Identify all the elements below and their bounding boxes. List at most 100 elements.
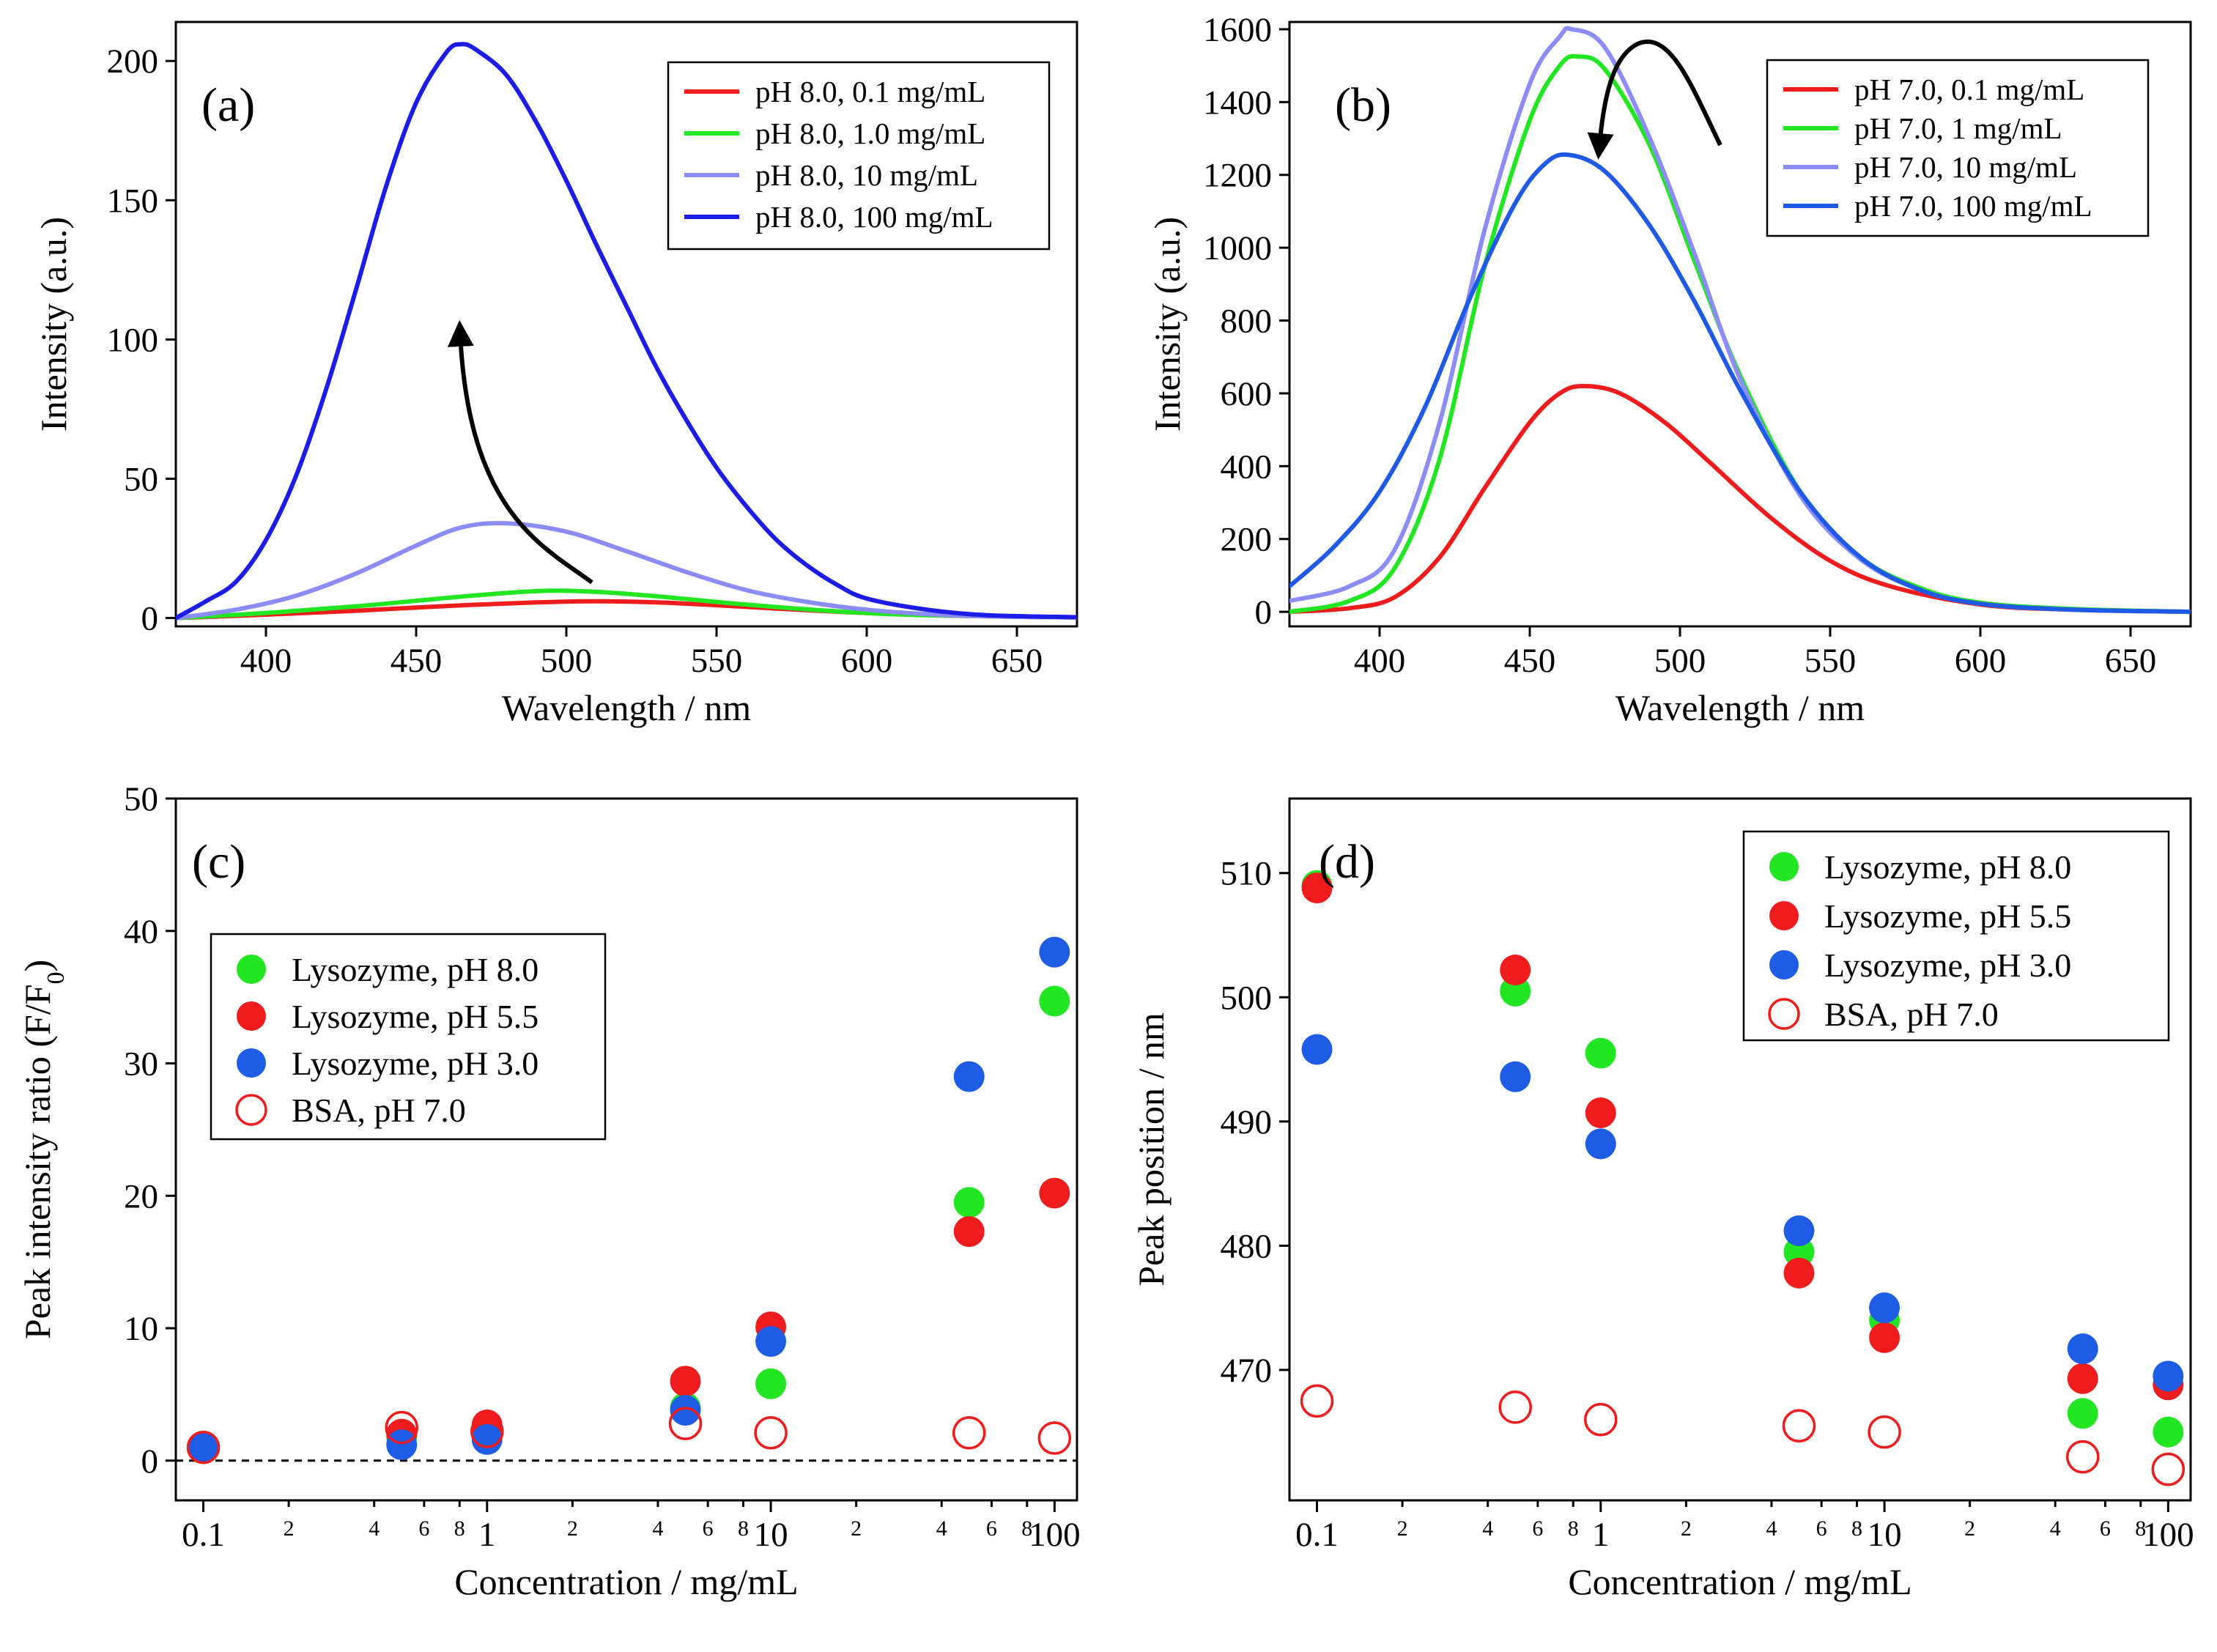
x-minor-tick-label: 4 [1482, 1516, 1493, 1541]
chart-panel-a: 0 50 100 150 200 400 450 500 550 600 650 Wavelength… [33, 21, 1078, 728]
data-point-series-3 [1500, 1061, 1531, 1092]
y-tick-label: 470 [1221, 1352, 1273, 1390]
data-point-series-3 [1869, 1292, 1900, 1324]
data-point-series-3 [2067, 1333, 2098, 1365]
data-point-series-4 [1498, 1390, 1532, 1424]
y-axis-label: Peak intensity ratio (F/F0) [17, 960, 70, 1339]
x-minor-tick-label: 6 [986, 1516, 997, 1541]
data-point-series-2 [670, 1366, 701, 1397]
x-tick-label: 400 [1354, 642, 1406, 680]
x-minor-tick-label: 6 [2100, 1516, 2111, 1541]
legend-label: pH 8.0, 0.1 mg/mL [755, 75, 985, 108]
x-tick-label: 100 [1029, 1516, 1081, 1554]
legend-label: Lysozyme, pH 5.5 [292, 998, 538, 1035]
y-tick-label: 20 [124, 1177, 158, 1215]
data-point-series-3 [1301, 1034, 1333, 1065]
x-tick-label: 400 [240, 642, 292, 680]
data-point-series-3 [471, 1423, 503, 1455]
data-point-series-3 [1585, 1128, 1616, 1160]
y-tick-label: 150 [107, 182, 159, 220]
y-axis-label-text: Intensity (a.u.) [33, 217, 74, 431]
data-point-series-2 [1869, 1322, 1900, 1353]
data-point-series-2 [1039, 1177, 1070, 1209]
legend-label: pH 8.0, 100 mg/mL [755, 200, 993, 234]
data-point-series-4 [754, 1416, 788, 1450]
x-axis-label: Concentration / mg/mL [454, 1561, 798, 1602]
data-point-series-3 [386, 1429, 418, 1461]
y-tick-label: 0 [141, 1442, 159, 1481]
x-minor-tick-label: 4 [1766, 1516, 1777, 1541]
data-point-series-4 [2066, 1440, 2100, 1474]
x-tick-label: 600 [841, 642, 893, 680]
legend-marker [1769, 852, 1799, 881]
series-line-4 [1289, 152, 2191, 615]
x-tick-label: 550 [1805, 642, 1857, 680]
y-tick-label: 500 [1221, 979, 1273, 1017]
x-tick-label: 450 [391, 642, 443, 680]
y-tick-label: 1200 [1203, 157, 1272, 195]
legend-marker [1768, 998, 1800, 1030]
y-tick-label: 480 [1221, 1227, 1273, 1265]
panel-label: (d) [1319, 835, 1375, 889]
y-tick-label: 200 [1221, 521, 1273, 559]
y-tick-label: 30 [124, 1045, 158, 1084]
data-point-series-2 [1585, 1097, 1616, 1128]
x-tick-label: 450 [1504, 642, 1556, 680]
legend-marker [237, 1048, 266, 1078]
trend-arrow [447, 320, 593, 585]
legend-marker [237, 1001, 266, 1031]
x-tick-label: 650 [2105, 642, 2157, 680]
y-tick-label: 0 [1255, 593, 1273, 631]
legend: Lysozyme, pH 8.0 Lysozyme, pH 5.5 Lysozyme… [1742, 830, 2170, 1042]
x-tick-label: 1 [478, 1516, 496, 1554]
x-minor-tick-label: 6 [1816, 1516, 1827, 1541]
legend: pH 8.0, 0.1 mg/mL pH 8.0, 1.0 mg/mL pH 8.0… [667, 61, 1051, 251]
data-point-series-3 [1783, 1215, 1815, 1247]
x-axis-label: Concentration / mg/mL [1568, 1561, 1911, 1602]
data-point-series-4 [385, 1410, 418, 1445]
x-minor-tick-label: 4 [936, 1516, 947, 1541]
legend-marker [1769, 950, 1799, 979]
data-point-series-4 [1868, 1415, 1901, 1449]
data-point-series-1 [1585, 1037, 1616, 1069]
x-tick-label: 550 [691, 642, 743, 680]
x-tick-label: 1 [1592, 1516, 1610, 1554]
data-point-series-3 [670, 1395, 701, 1426]
data-point-series-3 [188, 1431, 219, 1463]
x-minor-tick-label: 2 [851, 1516, 862, 1541]
y-tick-label: 0 [141, 600, 159, 638]
y-tick-label: 1400 [1203, 84, 1272, 122]
legend-marker [237, 955, 266, 984]
data-point-series-2 [1500, 954, 1531, 985]
legend-marker [1769, 901, 1799, 930]
panel-label: (b) [1335, 78, 1391, 132]
y-tick-label: 50 [124, 461, 158, 499]
x-tick-label: 500 [1654, 642, 1706, 680]
data-point-series-3 [953, 1061, 985, 1092]
x-minor-tick-label: 6 [418, 1516, 429, 1541]
y-axis-label: Peak position / nm [1130, 1012, 1172, 1286]
x-tick-label: 0.1 [182, 1516, 225, 1554]
x-minor-tick-label: 4 [369, 1516, 380, 1541]
data-point-series-1 [1500, 975, 1531, 1007]
x-tick-label: 10 [754, 1516, 788, 1554]
x-minor-tick-label: 8 [454, 1516, 465, 1541]
data-point-series-4 [1300, 1384, 1334, 1418]
panel-label: (c) [192, 835, 245, 889]
legend: pH 7.0, 0.1 mg/mL pH 7.0, 1 mg/mL pH 7.0, … [1766, 59, 2150, 237]
data-point-series-4 [1037, 1421, 1072, 1455]
legend-label: pH 7.0, 10 mg/mL [1854, 150, 2077, 184]
x-minor-tick-label: 2 [567, 1516, 578, 1541]
data-point-series-2 [953, 1216, 985, 1248]
x-minor-tick-label: 8 [2135, 1516, 2146, 1541]
data-point-series-1 [953, 1187, 985, 1218]
y-axis-label: Intensity (a.u.) [33, 217, 74, 431]
x-minor-tick-label: 2 [1397, 1516, 1408, 1541]
series-line-2 [176, 588, 1077, 621]
y-tick-label: 100 [107, 321, 159, 359]
y-tick-label: 510 [1221, 855, 1273, 893]
legend: Lysozyme, pH 8.0 Lysozyme, pH 5.5 Lysozyme… [210, 933, 607, 1141]
